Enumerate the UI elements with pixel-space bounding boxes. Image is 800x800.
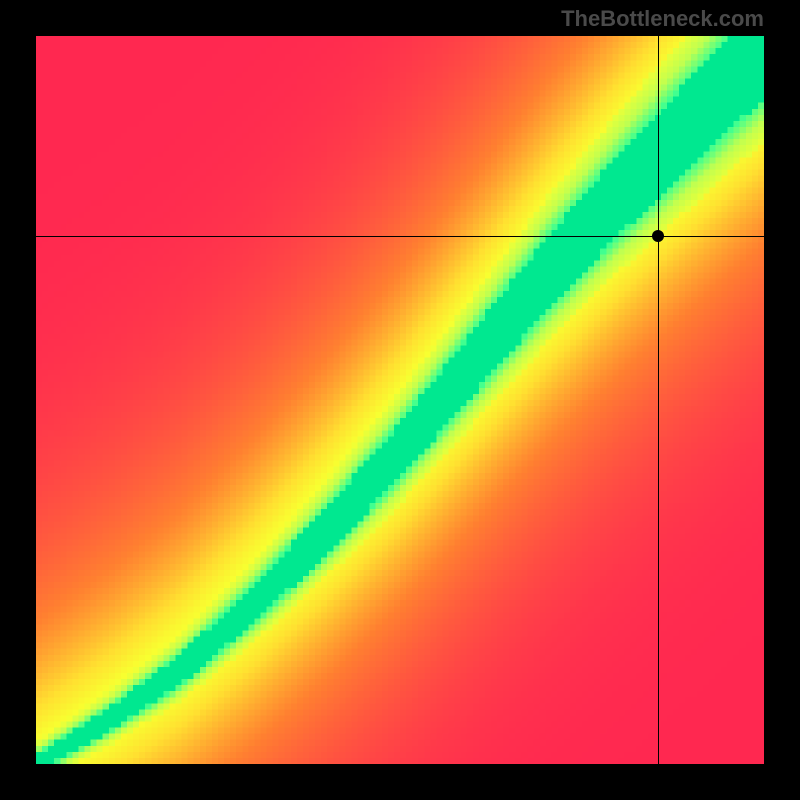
watermark-text: TheBottleneck.com bbox=[561, 6, 764, 32]
marker-dot bbox=[652, 230, 664, 242]
crosshair-vertical bbox=[658, 36, 659, 764]
chart-container: TheBottleneck.com bbox=[0, 0, 800, 800]
heatmap-plot bbox=[36, 36, 764, 764]
heatmap-canvas bbox=[36, 36, 764, 764]
